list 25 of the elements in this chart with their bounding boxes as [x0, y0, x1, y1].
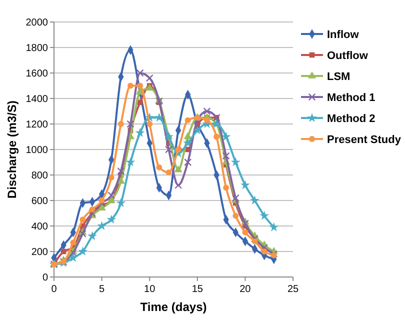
- legend-label: Method 1: [327, 92, 376, 104]
- x-tick-label: 0: [51, 284, 58, 295]
- x-tick-label: 25: [287, 284, 299, 295]
- legend-label: Method 2: [327, 113, 376, 125]
- y-tick-label: 2000: [26, 18, 48, 28]
- legend-label: Outflow: [327, 50, 368, 62]
- x-tick-label: 5: [99, 284, 106, 295]
- y-tick-label: 0: [42, 272, 48, 284]
- y-tick-label: 400: [31, 222, 48, 232]
- y-tick-label: 1400: [26, 94, 48, 105]
- y-tick-label: 200: [31, 247, 48, 258]
- x-tick-label: 10: [144, 284, 156, 295]
- legend-label: LSM: [327, 71, 350, 83]
- y-tick-label: 600: [31, 196, 48, 207]
- x-tick-label: 20: [240, 284, 252, 295]
- y-tick-label: 1800: [26, 43, 48, 54]
- y-tick-label: 1000: [26, 145, 48, 156]
- x-tick-label: 15: [192, 284, 204, 295]
- y-tick-label: 1600: [26, 68, 48, 80]
- legend-label: Inflow: [327, 29, 360, 41]
- legend-label: Present Study: [327, 134, 402, 146]
- y-tick-label: 800: [31, 170, 48, 182]
- y-axis-title: Discharge (m3/S): [5, 100, 19, 199]
- x-axis-title: Time (days): [140, 300, 207, 314]
- y-tick-label: 1200: [26, 120, 48, 130]
